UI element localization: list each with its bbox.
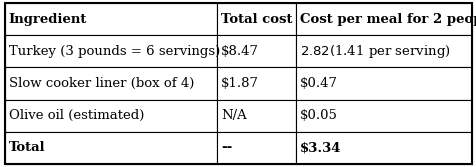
Text: --: --	[221, 141, 232, 154]
Bar	[217, 100, 296, 132]
Bar	[296, 67, 471, 100]
Bar	[296, 3, 471, 35]
Bar	[5, 67, 217, 100]
Text: Total: Total	[9, 141, 45, 154]
Text: Ingredient: Ingredient	[9, 13, 87, 26]
Bar	[296, 132, 471, 164]
Text: Total cost: Total cost	[221, 13, 292, 26]
Text: $0.47: $0.47	[299, 77, 337, 90]
Text: $2.82 ($1.41 per serving): $2.82 ($1.41 per serving)	[299, 43, 450, 60]
Text: N/A: N/A	[221, 109, 247, 122]
Bar	[217, 132, 296, 164]
Text: $3.34: $3.34	[299, 141, 341, 154]
Text: Olive oil (estimated): Olive oil (estimated)	[9, 109, 144, 122]
Bar	[5, 3, 217, 35]
Text: $1.87: $1.87	[221, 77, 259, 90]
Text: Slow cooker liner (box of 4): Slow cooker liner (box of 4)	[9, 77, 194, 90]
Bar	[5, 100, 217, 132]
Text: Turkey (3 pounds = 6 servings): Turkey (3 pounds = 6 servings)	[9, 45, 219, 58]
Text: $0.05: $0.05	[299, 109, 337, 122]
Bar	[217, 35, 296, 67]
Bar	[217, 3, 296, 35]
Bar	[5, 35, 217, 67]
Bar	[296, 100, 471, 132]
Text: $8.47: $8.47	[221, 45, 259, 58]
Bar	[5, 132, 217, 164]
Bar	[296, 35, 471, 67]
Bar	[217, 67, 296, 100]
Text: Cost per meal for 2 people: Cost per meal for 2 people	[299, 13, 476, 26]
